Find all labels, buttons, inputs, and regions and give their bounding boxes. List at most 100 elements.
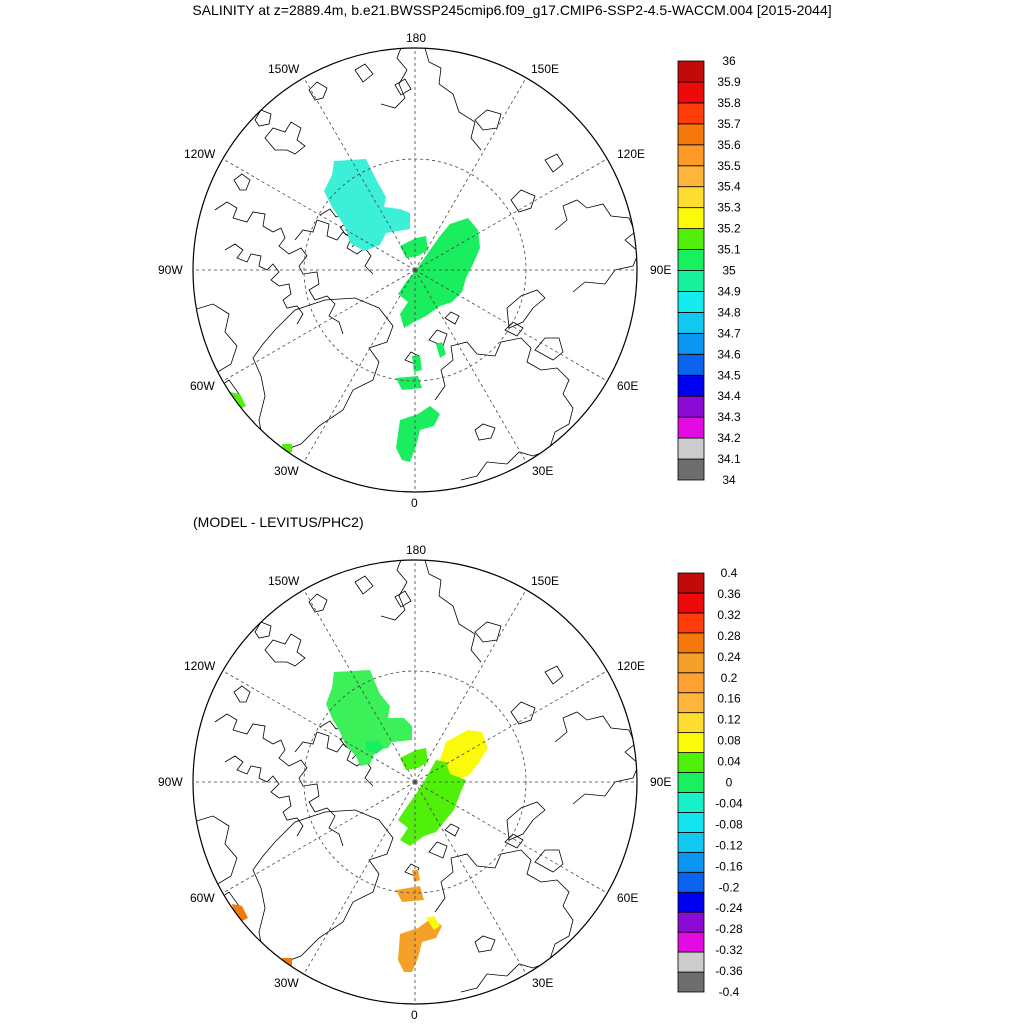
lon-label-30e: 30E bbox=[532, 464, 553, 478]
difference-colorbar-swatch bbox=[677, 672, 705, 694]
diff-lon-label-90w: 90W bbox=[158, 775, 183, 789]
salinity-colorbar-tick-label: 35.1 bbox=[717, 243, 741, 257]
diff-lon-label-120e: 120E bbox=[617, 659, 645, 673]
salinity-colorbar-tick-label: 35.2 bbox=[717, 222, 741, 236]
difference-colorbar-swatch bbox=[677, 911, 705, 933]
difference-colorbar-tick-label: -0.36 bbox=[715, 964, 743, 978]
difference-colorbar-tick-label: -0.32 bbox=[715, 943, 743, 957]
salinity-colorbar-swatch bbox=[677, 249, 705, 271]
difference-colorbar-tick-label: 0.2 bbox=[721, 671, 738, 685]
difference-colorbar-tick-label: -0.24 bbox=[715, 901, 743, 915]
difference-colorbar-swatch bbox=[677, 931, 705, 953]
difference-colorbar-swatch bbox=[677, 772, 705, 793]
difference-colorbar-tick-label: -0.08 bbox=[715, 817, 743, 831]
salinity-colorbar-tick-label: 34.5 bbox=[717, 368, 741, 382]
lon-label-180: 180 bbox=[406, 31, 426, 45]
lon-label-150w: 150W bbox=[268, 62, 300, 76]
salinity-colorbar-tick-label: 35.8 bbox=[717, 96, 741, 110]
diff-patch-eurasian-siberian bbox=[440, 730, 488, 780]
difference-colorbar: -0.4 -0.36 -0.32 -0.28 -0.24 -0.2 -0.16 -0.12 -0… bbox=[677, 566, 743, 999]
salinity-colorbar-swatch bbox=[677, 81, 705, 104]
salinity-colorbar-tick-label: 34.6 bbox=[717, 347, 741, 361]
lon-label-0: 0 bbox=[411, 496, 418, 510]
difference-colorbar-tick-label: -0.04 bbox=[715, 796, 743, 810]
diff-patch-nordic-b bbox=[398, 918, 442, 972]
salinity-colorbar-tick-label: 34.8 bbox=[717, 305, 741, 319]
difference-colorbar-swatch bbox=[677, 891, 705, 913]
map-boundary bbox=[192, 47, 638, 493]
salinity-colorbar-swatch bbox=[677, 353, 705, 376]
lon-label-120w: 120W bbox=[184, 147, 216, 161]
difference-colorbar-tick-label: -0.2 bbox=[719, 880, 740, 894]
salinity-colorbar-tick-label: 35.6 bbox=[717, 138, 741, 152]
diff-patch-canada-basin bbox=[326, 670, 412, 766]
salinity-colorbar-swatch bbox=[677, 458, 705, 481]
salinity-colorbar-swatch bbox=[677, 102, 705, 125]
patch-small-b bbox=[436, 342, 446, 358]
salinity-colorbar-swatch bbox=[677, 228, 705, 250]
salinity-colorbar-swatch bbox=[677, 291, 705, 313]
salinity-colorbar-tick-label: 35.9 bbox=[717, 75, 741, 89]
lon-label-30w: 30W bbox=[274, 464, 299, 478]
diff-patch-small bbox=[412, 870, 420, 882]
diff-lon-label-60w: 60W bbox=[190, 891, 215, 905]
lon-label-150e: 150E bbox=[531, 62, 559, 76]
difference-colorbar-swatch bbox=[677, 812, 705, 833]
difference-colorbar-tick-label: -0.12 bbox=[715, 838, 743, 852]
difference-colorbar-tick-label: -0.4 bbox=[719, 985, 740, 999]
salinity-colorbar-tick-label: 35 bbox=[722, 264, 736, 278]
diff-lon-label-150e: 150E bbox=[531, 574, 559, 588]
difference-colorbar-swatch bbox=[677, 752, 705, 773]
patch-canada-basin bbox=[324, 159, 410, 251]
difference-colorbar-tick-label: 0.24 bbox=[717, 650, 741, 664]
patch-eurasian-inner bbox=[400, 236, 428, 258]
lon-label-90w: 90W bbox=[158, 263, 183, 277]
diff-lon-label-150w: 150W bbox=[268, 574, 300, 588]
difference-colorbar-tick-label: 0.28 bbox=[717, 629, 741, 643]
salinity-colorbar-swatch bbox=[677, 60, 705, 83]
salinity-colorbar-swatch bbox=[677, 311, 705, 334]
difference-colorbar-swatch bbox=[677, 692, 705, 714]
difference-colorbar-swatch bbox=[677, 592, 705, 614]
salinity-colorbar-swatch bbox=[677, 123, 705, 146]
salinity-colorbar-tick-label: 35.4 bbox=[717, 180, 741, 194]
salinity-colorbar: 34 34.1 34.2 34.3 34.4 34.5 34.6 34.7 34.8 34.9 35… bbox=[677, 54, 741, 487]
salinity-colorbar-tick-label: 34.3 bbox=[717, 410, 741, 424]
salinity-colorbar-swatch bbox=[677, 186, 705, 209]
lon-label-60w: 60W bbox=[190, 379, 215, 393]
difference-colorbar-tick-label: 0.08 bbox=[717, 734, 741, 748]
salinity-colorbar-tick-label: 34.2 bbox=[717, 431, 741, 445]
salinity-colorbar-swatch bbox=[677, 332, 705, 355]
salinity-colorbar-tick-label: 35.5 bbox=[717, 159, 741, 173]
diff-patch-nordic-edge bbox=[426, 916, 440, 930]
salinity-colorbar-swatch bbox=[677, 165, 705, 188]
diff-lon-label-30e: 30E bbox=[532, 976, 553, 990]
difference-colorbar-tick-label: 0.32 bbox=[717, 608, 741, 622]
diff-lon-label-60e: 60E bbox=[617, 891, 638, 905]
difference-colorbar-swatch bbox=[677, 732, 705, 753]
figure-title: SALINITY at z=2889.4m, b.e21.BWSSP245cmi… bbox=[192, 2, 832, 18]
salinity-colorbar-swatch bbox=[677, 207, 705, 229]
difference-colorbar-swatch bbox=[677, 871, 705, 893]
salinity-colorbar-swatch bbox=[677, 395, 705, 418]
salinity-colorbar-tick-label: 35.3 bbox=[717, 201, 741, 215]
diff-lon-label-90e: 90E bbox=[650, 775, 671, 789]
salinity-colorbar-tick-label: 34.1 bbox=[717, 452, 741, 466]
diff-patch-nordic-a bbox=[396, 886, 424, 902]
diff-patch-canada-sub bbox=[366, 740, 384, 754]
difference-colorbar-swatch bbox=[677, 851, 705, 873]
diff-patch-labrador bbox=[232, 904, 248, 922]
difference-panel-title: (MODEL - LEVITUS/PHC2) bbox=[193, 514, 364, 530]
difference-colorbar-swatch bbox=[677, 971, 705, 993]
salinity-colorbar-tick-label: 34 bbox=[722, 473, 736, 487]
salinity-map: 180 0 90W 90E 150W 150E 120W 120E 60W 60… bbox=[158, 31, 671, 510]
difference-colorbar-tick-label: -0.16 bbox=[715, 859, 743, 873]
salinity-colorbar-tick-label: 34.4 bbox=[717, 389, 741, 403]
patch-nordic-b bbox=[396, 406, 440, 462]
salinity-colorbar-swatch bbox=[677, 416, 705, 439]
salinity-colorbar-swatch bbox=[677, 144, 705, 167]
difference-colorbar-swatch bbox=[677, 951, 705, 973]
difference-colorbar-tick-label: 0.4 bbox=[721, 566, 738, 580]
difference-colorbar-swatch bbox=[677, 712, 705, 734]
